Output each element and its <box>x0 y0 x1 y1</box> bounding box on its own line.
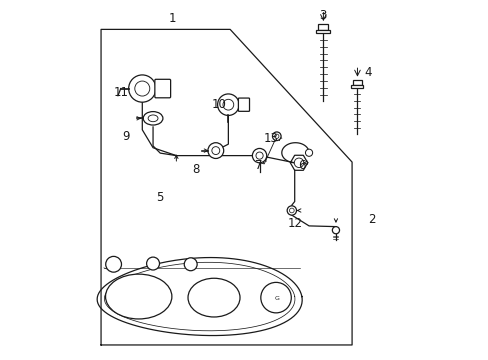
Circle shape <box>332 226 339 234</box>
Circle shape <box>217 94 239 116</box>
Circle shape <box>252 148 266 163</box>
Circle shape <box>135 81 149 96</box>
Circle shape <box>286 206 296 215</box>
FancyBboxPatch shape <box>318 24 328 30</box>
FancyBboxPatch shape <box>351 85 363 87</box>
Circle shape <box>105 256 121 272</box>
Text: 13: 13 <box>264 132 278 145</box>
Ellipse shape <box>187 278 240 317</box>
Ellipse shape <box>143 112 163 125</box>
Circle shape <box>305 149 312 156</box>
Circle shape <box>128 75 156 102</box>
Text: 10: 10 <box>211 98 226 111</box>
Circle shape <box>272 132 281 140</box>
Ellipse shape <box>148 115 158 122</box>
Circle shape <box>211 147 219 154</box>
Ellipse shape <box>260 282 291 313</box>
Text: 3: 3 <box>318 9 325 22</box>
Circle shape <box>274 134 278 138</box>
Text: 2: 2 <box>367 213 375 226</box>
FancyBboxPatch shape <box>238 98 249 111</box>
Text: 5: 5 <box>156 192 163 204</box>
Text: 9: 9 <box>122 130 130 144</box>
Circle shape <box>289 208 294 213</box>
Text: 7: 7 <box>255 159 262 172</box>
Circle shape <box>294 158 303 167</box>
Circle shape <box>184 258 197 271</box>
FancyBboxPatch shape <box>155 79 170 98</box>
Circle shape <box>223 99 233 110</box>
FancyBboxPatch shape <box>352 80 361 85</box>
Text: 6: 6 <box>298 159 305 172</box>
Circle shape <box>146 257 159 270</box>
Text: 12: 12 <box>286 216 302 230</box>
Text: 1: 1 <box>169 12 176 25</box>
FancyBboxPatch shape <box>316 30 330 33</box>
Ellipse shape <box>105 274 171 319</box>
Text: 4: 4 <box>364 66 371 79</box>
Text: 11: 11 <box>113 86 128 99</box>
Circle shape <box>207 143 223 158</box>
Text: G: G <box>274 296 279 301</box>
Circle shape <box>255 152 263 159</box>
Text: 8: 8 <box>192 163 200 176</box>
